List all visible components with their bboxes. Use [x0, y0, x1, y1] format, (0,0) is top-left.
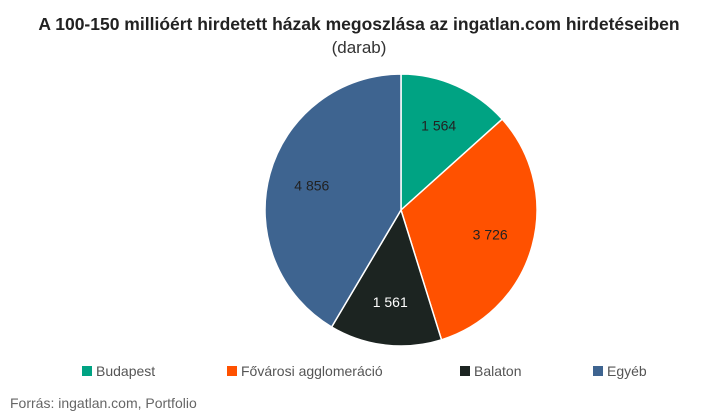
pie-slice-egyeb: [264, 73, 402, 328]
chart-subtitle: (darab): [331, 38, 387, 57]
data-label-balaton: 1 561: [373, 294, 408, 310]
chart-legend: Budapest Fővárosi agglomeráció Balaton E…: [0, 363, 718, 383]
data-label-agglomeracio: 3 726: [473, 227, 508, 243]
pie-slice-agglomeracio: [400, 118, 538, 341]
legend-swatch-agglomeracio: [227, 366, 237, 376]
pie-slice-balaton: [330, 208, 443, 347]
data-label-egyeb: 4 856: [294, 178, 329, 194]
legend-item-egyeb: Egyéb: [593, 363, 647, 379]
legend-item-agglomeracio: Fővárosi agglomeráció: [227, 363, 383, 379]
legend-label-egyeb: Egyéb: [607, 363, 647, 379]
pie-slice-budapest: [400, 73, 504, 212]
legend-swatch-egyeb: [593, 366, 603, 376]
legend-label-budapest: Budapest: [96, 363, 156, 379]
legend-swatch-balaton: [460, 366, 470, 376]
legend-swatch-budapest: [82, 366, 92, 376]
source-note: Forrás: ingatlan.com, Portfolio: [10, 395, 197, 411]
pie-chart: 1 564 3 726 1 561 4 856: [264, 73, 538, 347]
legend-item-balaton: Balaton: [460, 363, 521, 379]
legend-item-budapest: Budapest: [82, 363, 155, 379]
chart-title: A 100-150 millióért hirdetett házak mego…: [38, 14, 680, 34]
legend-label-balaton: Balaton: [474, 363, 522, 379]
legend-label-agglomeracio: Fővárosi agglomeráció: [241, 363, 383, 379]
data-label-budapest: 1 564: [421, 118, 456, 134]
